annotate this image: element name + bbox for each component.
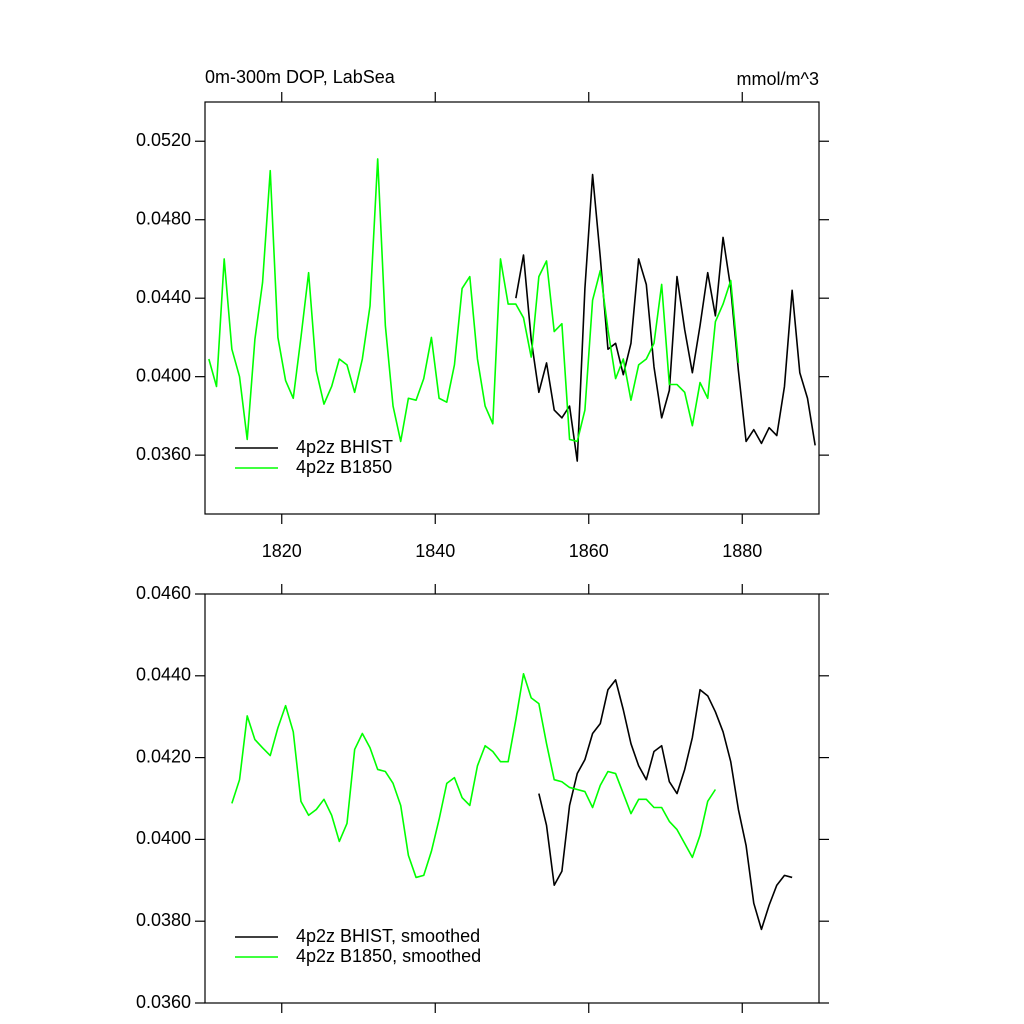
y-tick-label: 0.0420 xyxy=(136,746,191,766)
y-tick-label: 0.0360 xyxy=(136,992,191,1012)
y-tick-label: 0.0360 xyxy=(136,444,191,464)
plot-frame xyxy=(204,101,820,515)
y-tick-label: 0.0520 xyxy=(136,130,191,150)
x-tick-label: 1820 xyxy=(262,541,302,561)
y-tick-label: 0.0460 xyxy=(136,583,191,603)
y-tick-label: 0.0400 xyxy=(136,365,191,385)
y-tick-label: 0.0440 xyxy=(136,287,191,307)
x-tick-label: 1880 xyxy=(722,541,762,561)
plot-frame xyxy=(204,593,820,1004)
data-line xyxy=(538,679,793,931)
legend-label: 4p2z BHIST xyxy=(296,437,393,457)
x-tick-label: 1840 xyxy=(415,541,455,561)
data-line xyxy=(208,158,740,443)
y-tick-label: 0.0480 xyxy=(136,208,191,228)
y-tick-label: 0.0400 xyxy=(136,828,191,848)
units-label: mmol/m^3 xyxy=(737,69,819,89)
data-line xyxy=(231,672,717,879)
y-tick-label: 0.0440 xyxy=(136,665,191,685)
y-tick-label: 0.0380 xyxy=(136,910,191,930)
x-tick-label: 1860 xyxy=(569,541,609,561)
legend-label: 4p2z BHIST, smoothed xyxy=(296,926,480,946)
legend-label: 4p2z B1850, smoothed xyxy=(296,946,481,966)
legend-label: 4p2z B1850 xyxy=(296,457,392,477)
chart-title: 0m-300m DOP, LabSea xyxy=(205,67,396,87)
data-line xyxy=(515,173,816,462)
